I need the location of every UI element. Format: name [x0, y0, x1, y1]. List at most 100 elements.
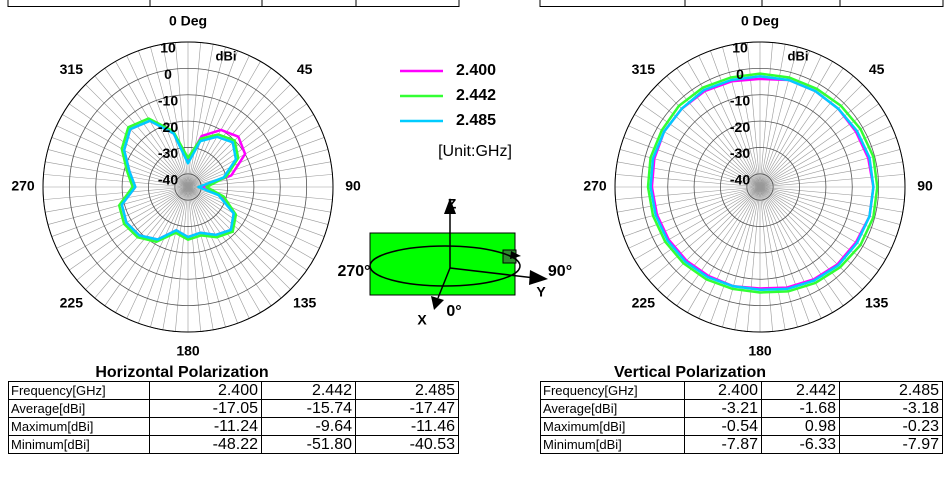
angle-grid-line: [759, 186, 810, 324]
angle-grid-line: [759, 186, 903, 213]
angle-grid-line: [710, 50, 761, 188]
r-tick-label: -30: [730, 145, 750, 161]
angle-grid-line: [187, 68, 272, 188]
angle-grid-line: [47, 186, 189, 225]
table-cell: -15.74: [261, 399, 356, 418]
table-cell: Frequency[GHz]: [8, 381, 150, 400]
angle-grid-line: [759, 125, 892, 188]
pattern-line: [120, 119, 238, 241]
angle-grid-line: [759, 50, 810, 188]
r-tick-label: 10: [732, 40, 748, 56]
angle-grid-line: [76, 93, 189, 188]
angle-grid-line: [623, 137, 761, 188]
angle-tick-label: 135: [865, 294, 889, 310]
angle-grid-line: [648, 93, 761, 188]
radial-grid-ring: [746, 173, 774, 201]
angle-grid-line: [187, 103, 307, 188]
angle-grid-line: [187, 186, 307, 271]
angle-tick-label: 0 Deg: [169, 13, 207, 29]
cut-table: [7, 0, 944, 7]
angle-grid-line: [85, 84, 189, 188]
angle-grid-line: [759, 186, 897, 237]
angle-grid-line: [634, 186, 761, 260]
table-cell: -3.21: [684, 399, 762, 418]
x-label: X: [417, 312, 427, 328]
angle-grid-line: [759, 42, 773, 188]
table-cell: 2.485: [839, 381, 943, 400]
radial-grid-ring: [667, 94, 853, 280]
table-cell: -51.80: [261, 435, 356, 454]
r-tick-label: -40: [730, 172, 750, 188]
angle-grid-line: [666, 186, 761, 299]
table-title: Vertical Polarization: [613, 364, 767, 381]
angle-tick-label: 45: [297, 61, 313, 77]
table-cell: 2.400: [149, 381, 262, 400]
legend-note: [Unit:GHz]: [438, 143, 512, 160]
angle-tick-label: 180: [748, 343, 772, 359]
angle-grid-line: [619, 149, 761, 188]
angle-grid-line: [759, 186, 863, 290]
pattern-line: [117, 117, 240, 244]
angle-grid-line: [759, 186, 773, 332]
outer-ring: [42, 41, 334, 333]
table-cell: -6.33: [761, 435, 840, 454]
angle-grid-line: [187, 186, 282, 299]
angle-tick-label: 90: [917, 178, 933, 194]
angle-grid-line: [187, 186, 320, 249]
angle-grid-line: [759, 186, 901, 225]
r-tick-label: -30: [158, 145, 178, 161]
table-cell: -3.18: [839, 399, 943, 418]
angle-grid-line: [759, 44, 786, 188]
angle-tick-label: 45: [869, 61, 885, 77]
y-label: Y: [536, 284, 546, 300]
angle-grid-line: [47, 149, 189, 188]
angle-grid-line: [759, 61, 833, 188]
angle-grid-line: [43, 186, 189, 200]
angle-grid-line: [187, 186, 272, 306]
table-cell: Frequency[GHz]: [540, 381, 685, 400]
angle-grid-line: [628, 186, 761, 249]
angle-grid-line: [126, 55, 189, 188]
x-arrow: [431, 296, 444, 310]
angle-grid-line: [187, 186, 250, 319]
angle-grid-line: [45, 186, 189, 213]
legend: 2.400 2.442 2.485: [400, 62, 496, 129]
y-axis: [449, 267, 536, 279]
radial-grid-ring: [95, 94, 281, 280]
table-cell: Maximum[dBi]: [540, 417, 685, 436]
angle-grid-line: [759, 114, 886, 188]
table-cell: -7.97: [839, 435, 943, 454]
angle-grid-line: [617, 161, 761, 188]
angle-grid-line: [150, 186, 189, 328]
angle-grid-line: [734, 44, 761, 188]
angle-grid-line: [759, 174, 905, 188]
angle-grid-line: [657, 84, 761, 188]
front-label: 0°: [446, 303, 461, 320]
angle-grid-line: [104, 68, 189, 188]
angle-grid-line: [722, 186, 761, 328]
x-axis: [437, 267, 451, 299]
table-cell: -9.64: [261, 417, 356, 436]
angle-grid-line: [187, 137, 325, 188]
angle-grid-line: [187, 186, 300, 281]
r-tick-label: -10: [730, 92, 750, 108]
table-cell: -0.54: [684, 417, 762, 436]
angle-grid-line: [115, 186, 189, 313]
outer-ring: [614, 41, 906, 333]
angle-grid-line: [623, 186, 761, 237]
z-label: Z: [448, 196, 457, 212]
angle-tick-label: 315: [632, 61, 656, 77]
angle-grid-line: [187, 186, 226, 328]
table-cell: -17.05: [149, 399, 262, 418]
angle-grid-line: [759, 84, 863, 188]
angle-tick-label: 90: [345, 178, 361, 194]
angle-grid-line: [759, 186, 844, 306]
angle-grid-line: [710, 186, 761, 324]
angle-grid-line: [759, 161, 903, 188]
r-unit-label: dBi: [216, 48, 237, 63]
angle-grid-line: [666, 75, 761, 188]
angle-grid-line: [759, 186, 886, 260]
angle-grid-line: [187, 149, 329, 188]
rotation-ellipse: [369, 245, 521, 287]
